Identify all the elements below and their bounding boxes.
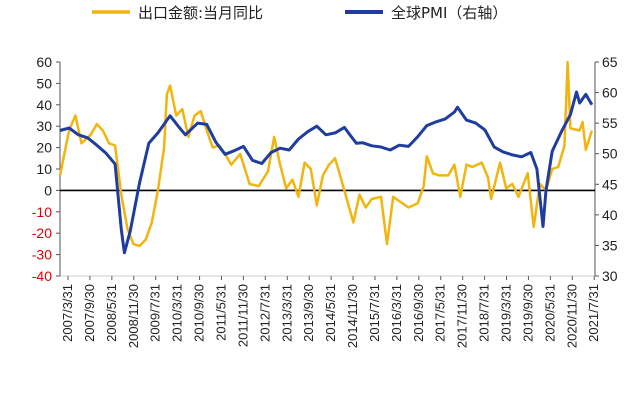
y-right-tick-label: 30 [602,268,618,284]
y-left-tick-label: 60 [36,54,52,70]
x-tick-label: 2013/3/31 [279,284,294,342]
x-tick-label: 2019/3/31 [499,284,514,342]
y-left-tick-label: -30 [32,247,52,263]
y-left-tick-label: 0 [44,182,52,198]
y-right-tick-label: 40 [602,207,618,223]
y-right-tick-label: 35 [602,237,618,253]
y-left-tick-label: 20 [36,140,52,156]
series-group [58,60,594,255]
y-right-tick-label: 60 [602,85,618,101]
y-right-tick-label: 55 [602,115,618,131]
y-left-tick-label: 10 [36,161,52,177]
x-tick-label: 2016/3/31 [389,284,404,342]
x-tick-label: 2013/9/30 [301,284,316,342]
y-left-tick-label: -20 [32,225,52,241]
legend-label: 出口金额:当月同比 [138,4,263,22]
x-tick-label: 2015/7/31 [367,284,382,342]
x-tick-label: 2014/11/30 [345,284,360,348]
x-tick-label: 2007/3/31 [60,284,75,342]
y-left-tick-label: -40 [32,268,52,284]
series-line-export-yoy [58,60,594,248]
x-tick-label: 2008/11/30 [126,284,141,348]
x-tick-label: 2011/11/30 [235,284,250,347]
x-tick-label: 2008/5/31 [104,284,119,342]
y-left-tick-label: 30 [36,118,52,134]
x-tick-label: 2009/7/31 [148,284,163,342]
x-tick-label: 2007/9/30 [82,284,97,342]
x-tick-label: 2020/5/31 [542,284,557,342]
x-tick-label: 2018/7/31 [477,284,492,342]
series-line-global-pmi [59,90,594,255]
x-tick-label: 2010/9/30 [192,284,207,342]
y-left-tick-label: -10 [32,204,52,220]
x-tick-label: 2020/11/30 [564,284,579,348]
legend-label: 全球PMI（右轴） [391,4,507,22]
axes: 60 50 40 30 20 10 0 -10 -20 -30 -40 65 60 55 50 45 40 35 3… [32,54,618,348]
x-tick-label: 2011/5/31 [213,284,228,341]
x-tick-label: 2017/11/30 [455,284,470,348]
legend: 出口金额:当月同比 全球PMI（右轴） [92,4,507,22]
x-tick-label: 2014/5/31 [323,284,338,342]
x-tick-label: 2021/7/31 [586,284,601,342]
x-tick-label: 2019/9/30 [520,284,535,342]
x-tick-label: 2017/5/31 [433,284,448,342]
x-tick-label: 2012/7/31 [257,284,272,342]
y-left-tick-label: 50 [36,75,52,91]
x-tick-label: 2016/9/30 [411,284,426,342]
y-right-tick-label: 65 [602,54,618,70]
y-left-tick-label: 40 [36,97,52,113]
x-tick-label: 2010/3/31 [170,284,185,342]
y-right-tick-label: 50 [602,146,618,162]
y-right-tick-label: 45 [602,176,618,192]
